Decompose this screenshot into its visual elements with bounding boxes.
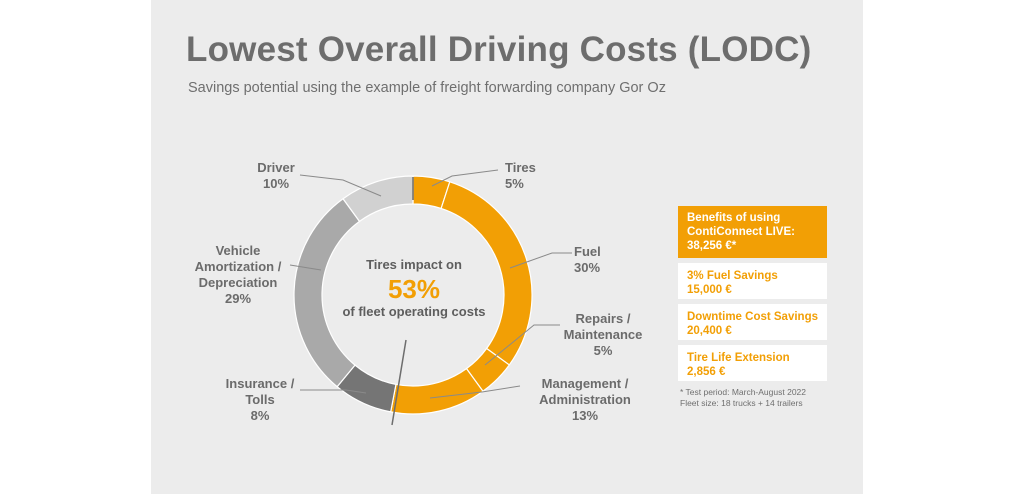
benefits-box: Benefits of using ContiConnect LIVE: 38,… xyxy=(678,206,827,381)
label-repairs: Repairs / Maintenance 5% xyxy=(558,311,648,359)
label-management: Management / Administration 13% xyxy=(528,376,642,424)
benefit-item-value: 15,000 € xyxy=(687,284,732,296)
benefits-header-total: 38,256 €* xyxy=(687,240,737,252)
label-fuel-name: Fuel xyxy=(574,244,601,259)
center-line2: of fleet operating xyxy=(342,304,448,319)
label-tires-pct: 5% xyxy=(505,176,524,191)
leader-line-driver xyxy=(299,174,382,197)
label-vehicle-name1: Vehicle xyxy=(215,243,261,258)
donut-slice-management-administration xyxy=(390,367,484,415)
leader-line-insurance xyxy=(300,389,367,394)
label-management-pct: 13% xyxy=(571,408,599,423)
leader-line-tires xyxy=(431,169,499,187)
benefit-item-value: 2,856 € xyxy=(687,366,726,378)
center-line3: costs xyxy=(451,304,486,319)
leader-line-fuel xyxy=(509,252,572,269)
label-repairs-name2: Maintenance xyxy=(563,327,643,342)
label-driver: Driver 10% xyxy=(253,160,299,192)
leader-line-repairs xyxy=(484,324,560,366)
label-fuel-pct: 30% xyxy=(574,260,601,275)
center-line1: Tires impact on xyxy=(366,257,462,272)
label-vehicle-name3: Depreciation xyxy=(198,275,278,290)
donut-slices xyxy=(293,175,533,415)
footnote: * Test period: March-August 2022 Fleet s… xyxy=(680,387,806,409)
center-percent: 53% xyxy=(387,274,441,304)
label-repairs-pct: 5% xyxy=(593,343,613,358)
footnote-line2: Fleet size: 18 trucks + 14 trailers xyxy=(680,398,803,408)
label-management-name1: Management / xyxy=(541,376,629,391)
benefit-item-name: 3% Fuel Savings xyxy=(687,270,778,282)
footnote-line1: * Test period: March-August 2022 xyxy=(680,387,806,397)
benefits-header-line2: ContiConnect LIVE: xyxy=(687,226,795,238)
center-pointer-line xyxy=(391,339,407,426)
label-tires-name: Tires xyxy=(505,160,536,175)
leader-line-management xyxy=(429,385,521,399)
label-fuel: Fuel 30% xyxy=(574,244,601,276)
benefit-item: 3% Fuel Savings 15,000 € xyxy=(678,263,827,299)
label-driver-name: Driver xyxy=(257,160,295,175)
center-annotation: Tires impact on 53% of fleet operating c… xyxy=(334,257,494,319)
label-driver-pct: 10% xyxy=(262,176,290,191)
label-tires: Tires 5% xyxy=(505,160,536,192)
leader-line-vehicle xyxy=(289,264,322,271)
benefit-item: Tire Life Extension 2,856 € xyxy=(678,345,827,381)
benefits-header-line1: Benefits of using xyxy=(687,212,781,224)
benefit-item-name: Tire Life Extension xyxy=(687,352,790,364)
label-vehicle-name2: Amortization / xyxy=(194,259,282,274)
label-insurance-name1: Insurance / xyxy=(225,376,295,391)
benefit-item-name: Downtime Cost Savings xyxy=(687,311,818,323)
label-insurance-pct: 8% xyxy=(250,408,270,423)
benefit-item-value: 20,400 € xyxy=(687,325,732,337)
label-insurance-name2: Tolls xyxy=(245,392,275,407)
page-title: Lowest Overall Driving Costs (LODC) xyxy=(186,30,812,69)
label-vehicle: Vehicle Amortization / Depreciation 29% xyxy=(186,243,290,307)
page-subtitle: Savings potential using the example of f… xyxy=(188,80,666,96)
label-vehicle-pct: 29% xyxy=(224,291,252,306)
label-repairs-name1: Repairs / xyxy=(575,311,631,326)
leader-lines xyxy=(289,169,572,399)
benefit-item: Downtime Cost Savings 20,400 € xyxy=(678,304,827,340)
label-management-name2: Administration xyxy=(539,392,631,407)
benefits-header: Benefits of using ContiConnect LIVE: 38,… xyxy=(678,206,827,258)
label-insurance: Insurance / Tolls 8% xyxy=(218,376,302,424)
